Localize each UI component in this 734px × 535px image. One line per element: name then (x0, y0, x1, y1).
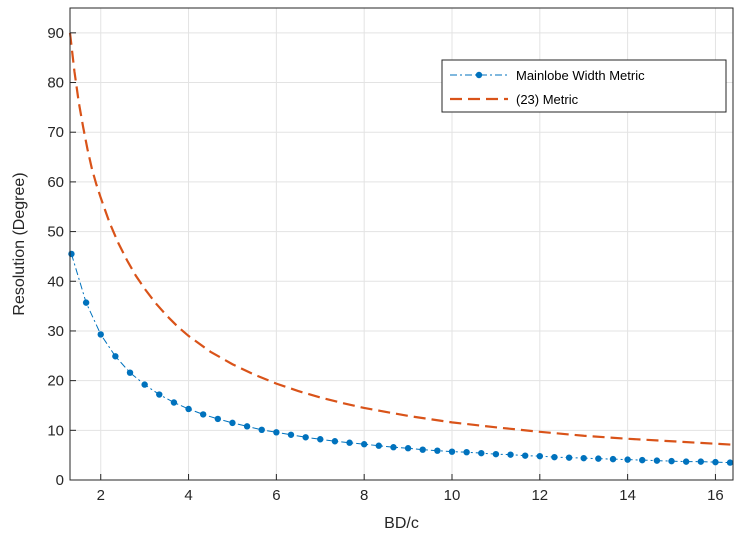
y-axis-label: Resolution (Degree) (11, 172, 28, 315)
x-tick-label: 12 (531, 487, 548, 504)
data-point (639, 456, 646, 464)
data-point (156, 391, 163, 398)
data-point (521, 452, 529, 459)
series--23-metric (68, 32, 734, 446)
x-tick-label: 2 (97, 487, 105, 504)
y-tick-label: 50 (47, 224, 64, 241)
data-point (97, 331, 104, 338)
data-point (258, 426, 265, 434)
data-point (170, 399, 178, 406)
data-point (463, 448, 470, 456)
data-point (448, 448, 456, 455)
data-point (404, 445, 412, 452)
x-tick-label: 6 (272, 487, 280, 504)
series-line (70, 253, 731, 464)
data-point (492, 450, 500, 458)
data-point (68, 250, 75, 258)
x-tick-label: 10 (444, 487, 461, 504)
legend-swatch-marker (475, 71, 483, 79)
y-tick-label: 70 (47, 124, 64, 141)
x-tick-label: 4 (184, 487, 192, 504)
data-point (273, 429, 280, 436)
data-point (609, 455, 617, 463)
data-point (112, 353, 119, 360)
ticks: 2 4 6 8 10 12 14 16 0 10 20 30 40 50 60 70 80 90 (47, 25, 723, 504)
legend: Mainlobe Width Metric (23) Metric (441, 59, 727, 113)
y-tick-label: 90 (47, 25, 64, 42)
data-point (302, 434, 309, 441)
y-tick-label: 20 (47, 373, 64, 390)
y-tick-label: 10 (47, 422, 64, 439)
legend-label: Mainlobe Width Metric (516, 68, 645, 83)
data-point (507, 451, 514, 458)
data-point (624, 456, 631, 463)
data-point (682, 458, 690, 465)
series-line (68, 32, 734, 446)
data-point (375, 442, 382, 449)
x-tick-label: 14 (619, 487, 636, 504)
data-point (214, 415, 222, 423)
y-tick-label: 60 (47, 174, 64, 191)
data-point (126, 369, 134, 376)
data-point (551, 453, 558, 461)
series-mainlobe-width-metric (68, 250, 734, 466)
y-tick-label: 40 (47, 273, 64, 290)
data-point (360, 441, 368, 448)
y-tick-label: 0 (56, 472, 64, 489)
data-point (668, 457, 675, 465)
data-point (141, 381, 148, 388)
data-point (536, 452, 544, 460)
x-tick-label: 16 (707, 487, 724, 504)
data-point (199, 411, 207, 418)
series-layer (68, 32, 734, 466)
data-point (697, 458, 705, 465)
data-point (317, 436, 324, 443)
x-tick-label: 8 (360, 487, 368, 504)
data-point (243, 423, 251, 430)
data-point (346, 439, 353, 446)
data-point (82, 299, 90, 306)
data-point (229, 419, 236, 427)
x-axis-label: BD/c (384, 515, 419, 532)
data-point (712, 458, 719, 466)
data-point (287, 431, 295, 438)
data-point (434, 447, 441, 454)
data-point (580, 454, 587, 462)
legend-label: (23) Metric (516, 92, 579, 107)
data-point (331, 438, 339, 445)
y-tick-label: 30 (47, 323, 64, 340)
legend-box (441, 59, 727, 113)
data-point (478, 449, 485, 457)
data-point (726, 459, 734, 466)
data-point (565, 454, 573, 461)
plot-frame (69, 7, 734, 481)
data-point (419, 446, 426, 453)
y-tick-label: 80 (47, 75, 64, 92)
data-point (653, 457, 661, 464)
data-point (595, 455, 602, 462)
data-point (185, 405, 192, 413)
data-point (390, 444, 397, 451)
